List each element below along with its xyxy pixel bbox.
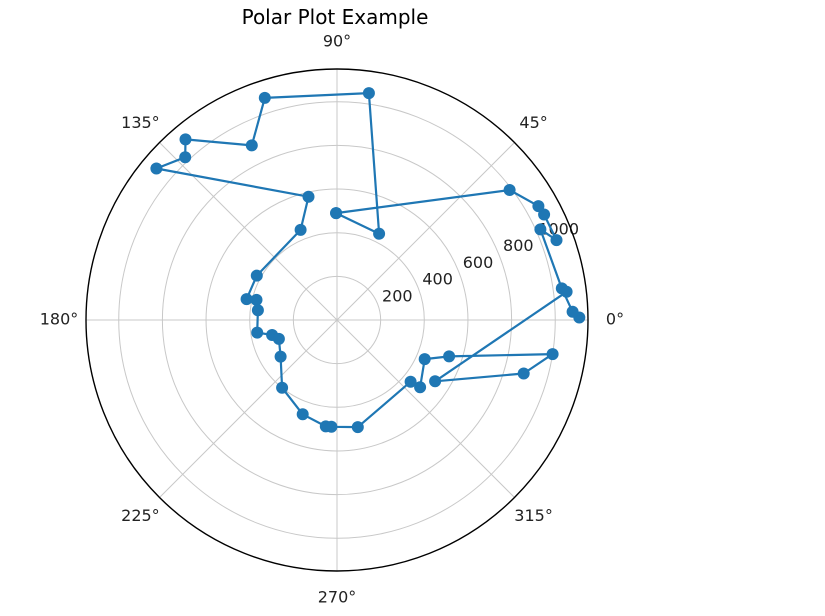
data-point (373, 227, 386, 240)
data-point (274, 350, 287, 363)
data-point (250, 293, 263, 306)
theta-tick-label-0: 0° (606, 310, 624, 329)
data-point (251, 326, 264, 339)
grid-spoke-45 (336, 142, 515, 321)
radial-tick-labels: 200 400 600 800 1000 (382, 219, 579, 305)
data-point (325, 420, 338, 433)
data-point (532, 200, 545, 213)
chart-title: Polar Plot Example (242, 5, 429, 29)
data-point (443, 350, 456, 363)
data-point (550, 234, 563, 247)
data-point (258, 91, 271, 104)
data-point (429, 375, 442, 388)
data-point (404, 375, 417, 388)
data-point (276, 381, 289, 394)
data-point (503, 184, 516, 196)
data-point (351, 421, 364, 434)
theta-tick-label-180: 180° (40, 310, 79, 329)
data-point (302, 190, 315, 203)
data-point (418, 353, 431, 366)
data-point (538, 208, 551, 221)
angular-tick-labels: 0° 45° 90° 135° 180° 225° 270° 315° (40, 32, 624, 607)
data-point (296, 408, 309, 421)
grid-spoke-225 (159, 319, 338, 498)
data-point (546, 348, 559, 361)
r-tick-label-400: 400 (422, 270, 453, 289)
data-point (150, 162, 163, 175)
r-tick-label-800: 800 (503, 236, 534, 255)
data-point (250, 269, 263, 282)
theta-tick-label-270: 270° (318, 588, 357, 607)
theta-tick-label-315: 315° (514, 506, 553, 525)
data-point (294, 223, 307, 236)
data-point (534, 223, 547, 236)
data-point (272, 332, 285, 345)
data-point (560, 285, 573, 298)
grid-spoke-315 (336, 319, 515, 498)
data-point (251, 304, 264, 317)
data-point (179, 133, 192, 146)
data-point (414, 381, 427, 394)
data-point (330, 207, 343, 220)
data-point (517, 367, 530, 380)
data-point (179, 151, 192, 164)
theta-tick-label-135: 135° (121, 113, 160, 132)
polar-frame (85, 68, 589, 572)
grid-spoke-135 (159, 142, 338, 321)
data-point (245, 139, 258, 152)
data-point (362, 87, 375, 100)
data-point (566, 305, 579, 318)
polar-grid (86, 69, 588, 571)
theta-tick-label-45: 45° (519, 113, 547, 132)
data-point (240, 293, 253, 306)
theta-tick-label-225: 225° (121, 506, 160, 525)
theta-tick-label-90: 90° (323, 32, 351, 51)
series-group (150, 87, 586, 434)
r-tick-label-600: 600 (463, 253, 494, 272)
r-tick-label-200: 200 (382, 286, 413, 305)
